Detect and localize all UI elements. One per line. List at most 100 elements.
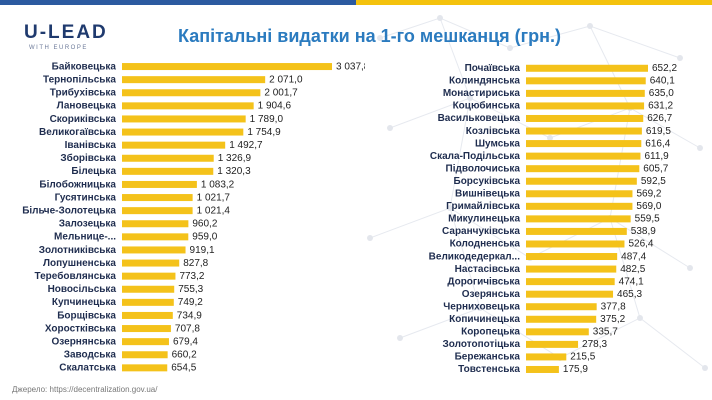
top-accent-yellow [356, 0, 712, 5]
bar [122, 167, 214, 175]
category-label: Саранчуківська [442, 226, 520, 237]
value-label: 611,9 [644, 151, 669, 162]
bar [526, 127, 642, 135]
bar [526, 278, 615, 286]
bar-chart-left: Байковецька 3 037,8 Тернопільська 2 071,0 Тр… [22, 61, 365, 374]
bar [122, 351, 168, 359]
category-label: Вишнівецька [455, 189, 520, 200]
value-label: 2 071,0 [269, 75, 303, 86]
category-label: Скалатська [59, 363, 116, 374]
value-label: 652,2 [652, 63, 677, 74]
bar [526, 64, 648, 72]
category-label: Більче-Золотецька [22, 206, 116, 217]
logo-subtext: WITH EUROPE [29, 45, 88, 51]
logo-text: U-LEAD [24, 22, 108, 43]
bar [122, 233, 189, 241]
value-label: 734,9 [177, 310, 202, 321]
bar [122, 272, 176, 280]
bar [526, 77, 646, 85]
category-label: Золотниківська [39, 245, 117, 256]
bar [122, 115, 246, 123]
value-label: 654,5 [171, 363, 196, 374]
category-label: Білецька [71, 166, 116, 177]
bar [122, 298, 174, 306]
value-label: 569,2 [636, 189, 661, 200]
category-label: Скориківська [50, 114, 117, 125]
category-label: Товстенська [458, 364, 520, 375]
bar [526, 353, 567, 361]
category-label: Лановецька [57, 101, 117, 112]
value-label: 1 021,7 [197, 192, 231, 203]
value-label: 660,2 [172, 350, 197, 361]
value-label: 773,2 [179, 271, 204, 282]
category-label: Золотопотіцька [442, 339, 520, 350]
category-label: Лопушненська [43, 258, 116, 269]
category-label: Іванівська [65, 140, 117, 151]
bar [526, 140, 642, 148]
category-label: Гусятинська [55, 192, 117, 203]
category-label: Великогаївська [39, 127, 116, 138]
value-label: 2 001,7 [264, 88, 298, 99]
category-label: Козлівська [466, 126, 521, 137]
bar [122, 102, 254, 110]
category-label: Борщівська [57, 310, 116, 321]
value-label: 959,0 [192, 232, 217, 243]
bar [122, 180, 197, 188]
value-label: 707,8 [175, 323, 200, 334]
source-note: Джерело: https://decentralization.gov.ua… [12, 385, 157, 394]
bar [526, 165, 640, 173]
category-label: Почаївська [465, 63, 521, 74]
value-label: 3 037,8 [336, 61, 365, 72]
bar [526, 240, 625, 248]
category-label: Залозецька [59, 219, 117, 230]
bar [122, 89, 261, 97]
value-label: 1 320,3 [217, 166, 251, 177]
value-label: 526,4 [628, 239, 653, 250]
value-label: 1 326,9 [218, 153, 252, 164]
bar [122, 364, 168, 372]
category-label: Черниховецька [443, 301, 520, 312]
bar [122, 325, 171, 333]
category-label: Коропецька [461, 327, 520, 338]
logo: U-LEAD WITH EUROPE [24, 22, 134, 52]
bar [122, 194, 193, 202]
value-label: 1 083,2 [201, 179, 235, 190]
category-label: Мельнице-... [54, 232, 116, 243]
value-label: 635,0 [649, 88, 674, 99]
value-label: 1 789,0 [250, 114, 284, 125]
value-label: 1 492,7 [229, 140, 263, 151]
source-link[interactable]: https://decentralization.gov.ua/ [49, 385, 158, 394]
bar [526, 265, 617, 273]
category-label: Теребовлянська [34, 270, 116, 282]
value-label: 619,5 [646, 126, 671, 137]
bar-chart-right: Почаївська 652,2 Колиндянська 640,1 Монастир… [429, 63, 678, 375]
bar [122, 220, 189, 228]
category-label: Озерянська [462, 289, 521, 300]
value-label: 1 754,9 [247, 127, 281, 138]
bar [526, 328, 589, 336]
bar [526, 315, 597, 323]
category-label: Скала-Подільська [430, 151, 521, 162]
value-label: 278,3 [582, 339, 607, 350]
bar [526, 114, 644, 122]
bar [122, 128, 244, 136]
value-label: 538,9 [631, 226, 656, 237]
value-label: 749,2 [178, 297, 203, 308]
category-label: Купчинецька [52, 297, 117, 308]
bar [526, 303, 597, 311]
bar [526, 365, 559, 373]
value-label: 377,8 [601, 301, 626, 312]
value-label: 474,1 [619, 276, 644, 287]
category-label: Бережанська [455, 352, 521, 363]
category-label: Озернянська [52, 337, 117, 348]
value-label: 631,2 [648, 101, 673, 112]
category-label: Настасівська [455, 264, 521, 275]
category-label: Хоростківська [45, 323, 117, 334]
value-label: 465,3 [617, 289, 642, 300]
value-label: 827,8 [183, 258, 208, 269]
value-label: 919,1 [190, 245, 215, 256]
category-label: Монастириська [443, 88, 521, 99]
bar [122, 246, 186, 254]
value-label: 960,2 [192, 219, 217, 230]
category-label: Копичинецька [449, 314, 520, 325]
